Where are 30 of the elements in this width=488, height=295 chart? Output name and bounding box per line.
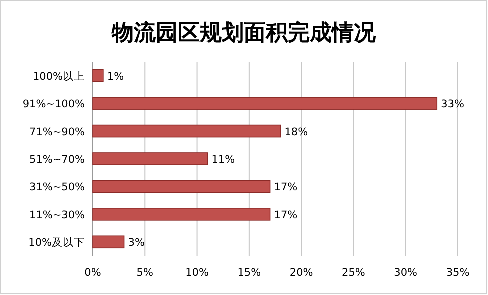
bar bbox=[92, 124, 282, 138]
data-label: 11% bbox=[212, 154, 236, 166]
y-tick-label: 31%~50% bbox=[30, 182, 86, 194]
x-tick-label: 25% bbox=[342, 267, 366, 279]
bar bbox=[92, 208, 271, 221]
x-tick-label: 10% bbox=[186, 267, 209, 279]
x-tick-label: 5% bbox=[136, 267, 154, 279]
data-label: 3% bbox=[128, 237, 145, 250]
x-tick-label: 30% bbox=[394, 267, 418, 279]
data-label: 18% bbox=[284, 126, 308, 138]
y-tick-label: 11%~30% bbox=[30, 209, 86, 222]
x-tick-label: 15% bbox=[238, 267, 262, 279]
chart-title: 物流园区规划面积完成情况 bbox=[111, 20, 377, 46]
bar bbox=[92, 236, 125, 249]
y-tick-label: 100%以上 bbox=[32, 70, 85, 83]
x-tick-label: 35% bbox=[446, 267, 470, 279]
y-tick-label: 71%~90% bbox=[30, 126, 86, 138]
x-tick-label: 0% bbox=[84, 267, 102, 279]
bar bbox=[92, 180, 271, 194]
y-tick-label: 10%及以下 bbox=[28, 236, 85, 250]
data-label: 1% bbox=[107, 70, 124, 83]
data-label: 33% bbox=[441, 98, 465, 111]
bar bbox=[92, 69, 104, 82]
x-tick-label: 20% bbox=[290, 267, 314, 279]
data-label: 17% bbox=[274, 182, 298, 194]
bar bbox=[92, 97, 438, 110]
data-label: 17% bbox=[274, 209, 298, 222]
y-tick-label: 91%~100% bbox=[22, 98, 86, 111]
bar bbox=[92, 152, 208, 166]
y-tick-label: 51%~70% bbox=[30, 154, 86, 166]
